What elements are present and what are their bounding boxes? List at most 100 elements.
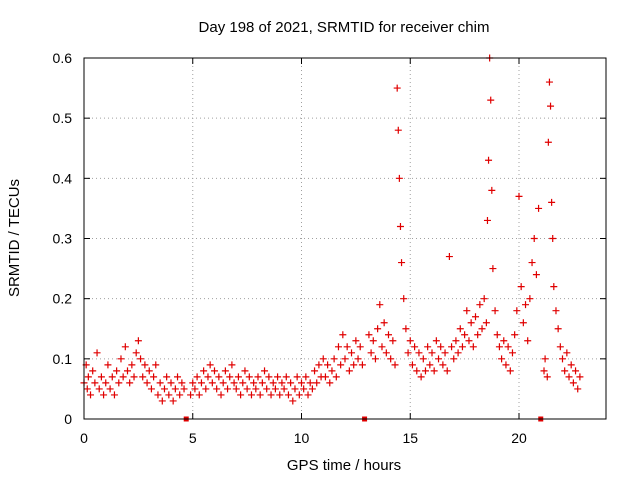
data-point [295,391,303,399]
data-point [165,391,173,399]
data-point [498,355,506,363]
data-point [343,343,351,351]
data-point [102,379,110,387]
y-tick-label: 0.3 [53,231,73,247]
data-point [143,379,151,387]
data-point [274,373,282,381]
data-point [500,337,508,345]
data-point [139,373,147,381]
data-point [113,367,121,375]
data-point [432,337,440,345]
data-point [180,385,188,393]
data-point [488,186,496,194]
data-point [284,391,292,399]
data-point [489,265,497,273]
data-point [406,337,414,345]
data-point [221,367,229,375]
data-point [134,337,142,345]
data-point [565,373,573,381]
data-point [84,373,92,381]
data-point [332,373,340,381]
data-point [171,385,179,393]
data-point [376,301,384,309]
data-point [439,361,447,369]
data-point [352,337,360,345]
data-point [276,391,284,399]
data-point [430,367,438,375]
data-point [254,373,262,381]
data-point [356,343,364,351]
data-point [145,367,153,375]
data-point [110,391,118,399]
data-point [174,373,182,381]
x-axis-label: GPS time / hours [287,457,401,474]
y-tick-labels: 0 0.1 0.2 0.3 0.4 0.5 0.6 [53,50,73,427]
data-point [132,349,140,357]
data-point [563,349,571,357]
data-point [393,84,401,92]
data-point [245,373,253,381]
data-point [541,355,549,363]
data-point [448,343,456,351]
data-point [191,385,199,393]
data-point [252,385,260,393]
data-point [224,385,232,393]
data-point [506,367,514,375]
data-point [567,361,575,369]
data-point [561,367,569,375]
data-point [476,301,484,309]
data-point [150,373,158,381]
data-point [517,283,525,291]
data-point [213,385,221,393]
data-point [193,373,201,381]
data-point [574,385,582,393]
data-point [163,373,171,381]
data-point [121,343,129,351]
data-point [167,379,175,387]
data-point [450,355,458,363]
data-point [341,355,349,363]
data-point [348,349,356,357]
data-point [532,271,540,279]
x-tick-label: 20 [511,430,527,446]
data-point [358,361,366,369]
data-point [402,325,410,333]
y-axis-label: SRMTID / TECUs [6,179,23,297]
data-point [169,397,177,405]
data-point [394,126,402,134]
data-point [493,331,501,339]
data-point [559,355,566,363]
data-point [552,307,560,315]
data-point [282,373,290,381]
data-point [400,295,408,303]
data-point [263,385,271,393]
data-point [467,319,475,327]
data-point [319,355,327,363]
data-point [278,379,286,387]
data-point [463,307,471,315]
data-point [426,361,434,369]
data-point [215,373,223,381]
data-point [258,379,266,387]
data-point [206,361,214,369]
data-point [419,355,427,363]
data-point [154,391,162,399]
data-point [89,367,97,375]
data-point [304,391,312,399]
data-point [195,391,203,399]
data-point [156,379,164,387]
data-point [367,349,375,357]
data-point [480,295,488,303]
data-point [404,349,412,357]
data-point [378,343,386,351]
y-tick-label: 0 [64,411,72,427]
data-point [540,367,548,375]
data-point [485,156,493,164]
data-point [569,379,577,387]
data-point [491,307,499,315]
data-point [483,216,491,224]
data-point [424,343,432,351]
data-point [398,259,406,267]
data-point [187,391,195,399]
